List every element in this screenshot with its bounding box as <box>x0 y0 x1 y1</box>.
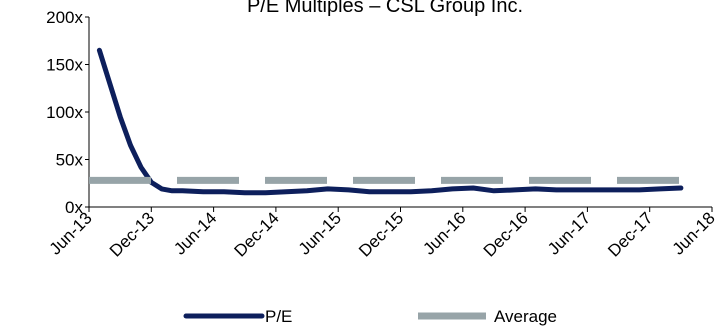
x-tick-label: Dec-14 <box>231 208 283 260</box>
axes <box>85 16 713 212</box>
x-tick-label: Jun-15 <box>295 208 345 258</box>
x-tick-label: Dec-16 <box>480 208 532 260</box>
y-tick-label: 0x <box>65 198 83 217</box>
x-tick-label: Dec-13 <box>106 208 158 260</box>
legend: P/E Average <box>183 307 557 326</box>
y-tick-label: 50x <box>56 151 84 170</box>
legend-label-average: Average <box>494 307 557 326</box>
y-tick-label: 150x <box>46 56 83 75</box>
x-tick-label: Dec-17 <box>604 208 656 260</box>
y-tick-label: 100x <box>46 103 83 122</box>
chart-title: P/E Multiples – CSL Group Inc. <box>247 0 523 17</box>
x-tick-label: Jun-17 <box>544 208 594 258</box>
x-tick-label: Dec-15 <box>355 208 407 260</box>
x-tick-label: Jun-18 <box>669 208 719 258</box>
x-tick-label: Jun-14 <box>170 208 220 258</box>
y-tick-label: 200x <box>46 8 83 27</box>
legend-label-pe: P/E <box>265 307 292 326</box>
series-line-pe <box>96 47 684 196</box>
series-lines <box>89 47 684 196</box>
x-tick-label: Jun-16 <box>419 208 469 258</box>
